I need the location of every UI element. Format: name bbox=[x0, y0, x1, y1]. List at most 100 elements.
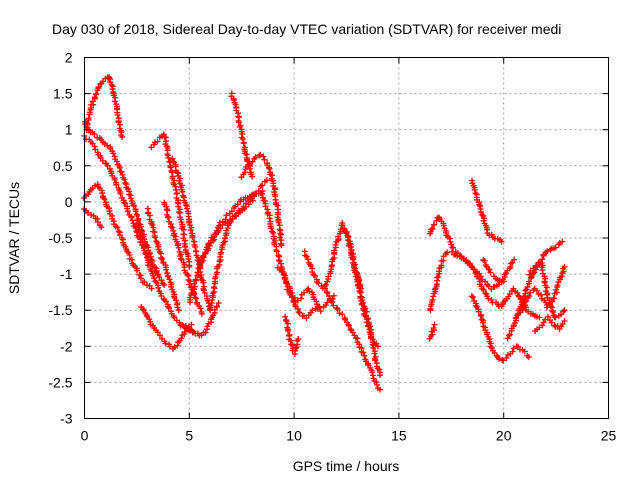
data-point bbox=[429, 225, 436, 232]
data-point bbox=[277, 260, 284, 267]
series-arc-28 bbox=[449, 248, 543, 321]
data-point bbox=[117, 190, 124, 197]
data-point bbox=[94, 218, 101, 225]
series-arc-34 bbox=[526, 259, 568, 321]
series-arc-27 bbox=[426, 321, 438, 342]
x-tick-label: 15 bbox=[391, 428, 407, 444]
data-point bbox=[278, 268, 285, 275]
x-tick-label: 25 bbox=[601, 428, 617, 444]
data-point bbox=[374, 343, 381, 350]
data-point bbox=[212, 273, 219, 280]
data-point bbox=[434, 274, 441, 281]
data-point bbox=[561, 307, 568, 314]
data-point bbox=[91, 131, 98, 138]
data-point bbox=[339, 311, 346, 318]
data-point bbox=[317, 308, 324, 315]
data-point bbox=[217, 225, 224, 232]
series-arc-24 bbox=[354, 270, 384, 379]
data-point bbox=[468, 293, 475, 300]
data-point bbox=[230, 97, 237, 104]
data-point bbox=[326, 293, 333, 300]
data-point bbox=[355, 273, 362, 280]
y-tick-label: 2 bbox=[65, 50, 73, 66]
data-point bbox=[235, 119, 242, 126]
data-point bbox=[158, 254, 165, 261]
data-point bbox=[168, 283, 175, 290]
data-point bbox=[450, 244, 457, 251]
data-point bbox=[485, 295, 492, 302]
data-point bbox=[354, 270, 361, 277]
data-point bbox=[329, 298, 336, 305]
series-arc-30 bbox=[469, 177, 505, 245]
data-point bbox=[155, 284, 162, 291]
data-point bbox=[284, 320, 291, 327]
x-tick-labels: 0 5 10 15 20 25 bbox=[81, 428, 617, 444]
data-point bbox=[143, 282, 150, 289]
data-point bbox=[476, 275, 483, 282]
data-point bbox=[245, 161, 252, 168]
y-tick-label: -2 bbox=[60, 338, 73, 354]
data-point bbox=[249, 158, 256, 165]
data-point bbox=[377, 386, 384, 393]
data-point bbox=[201, 289, 208, 296]
series-arc-15 bbox=[196, 188, 266, 271]
data-point bbox=[479, 211, 486, 218]
y-tick-label: 1.5 bbox=[53, 86, 73, 102]
data-point bbox=[500, 357, 507, 364]
data-point bbox=[454, 252, 461, 259]
data-point bbox=[116, 164, 123, 171]
data-point bbox=[197, 305, 204, 312]
data-point bbox=[176, 209, 183, 216]
data-point bbox=[194, 257, 201, 264]
data-point bbox=[347, 326, 354, 333]
data-point bbox=[205, 245, 212, 252]
data-point bbox=[547, 303, 554, 310]
data-point bbox=[495, 355, 502, 362]
data-point bbox=[175, 244, 182, 251]
data-point bbox=[332, 241, 339, 248]
series-arc-26 bbox=[427, 249, 451, 314]
data-point bbox=[355, 278, 362, 285]
data-point bbox=[309, 307, 316, 314]
data-point bbox=[294, 305, 301, 312]
data-point bbox=[544, 248, 551, 255]
data-point bbox=[430, 293, 437, 300]
data-point bbox=[361, 352, 368, 359]
data-point bbox=[262, 203, 269, 210]
series-arc-16 bbox=[228, 90, 256, 180]
data-point bbox=[488, 344, 495, 351]
data-point bbox=[142, 250, 149, 257]
series-arc-20 bbox=[282, 313, 302, 357]
data-point bbox=[527, 275, 534, 282]
data-point bbox=[192, 294, 199, 301]
data-point bbox=[164, 151, 171, 158]
data-point bbox=[472, 302, 479, 309]
data-point bbox=[471, 186, 478, 193]
data-point bbox=[191, 280, 198, 287]
data-point bbox=[554, 282, 561, 289]
data-point bbox=[215, 299, 222, 306]
series-arc-18 bbox=[259, 190, 323, 322]
data-point bbox=[259, 194, 266, 201]
data-point bbox=[339, 222, 346, 229]
data-point bbox=[249, 197, 256, 204]
y-tick-label: -1.5 bbox=[48, 302, 72, 318]
data-point bbox=[526, 271, 533, 278]
data-point bbox=[377, 372, 384, 379]
data-point bbox=[210, 237, 217, 244]
data-point bbox=[373, 378, 380, 385]
data-point bbox=[213, 303, 220, 310]
data-point bbox=[536, 314, 543, 321]
data-point bbox=[325, 273, 332, 280]
data-point bbox=[167, 164, 174, 171]
data-point bbox=[298, 295, 305, 302]
data-point bbox=[475, 308, 482, 315]
data-point bbox=[119, 133, 126, 140]
data-point bbox=[322, 281, 329, 288]
data-point bbox=[369, 372, 376, 379]
data-point bbox=[478, 316, 485, 323]
data-point bbox=[259, 182, 266, 189]
data-point bbox=[470, 294, 477, 301]
data-point bbox=[154, 138, 161, 145]
